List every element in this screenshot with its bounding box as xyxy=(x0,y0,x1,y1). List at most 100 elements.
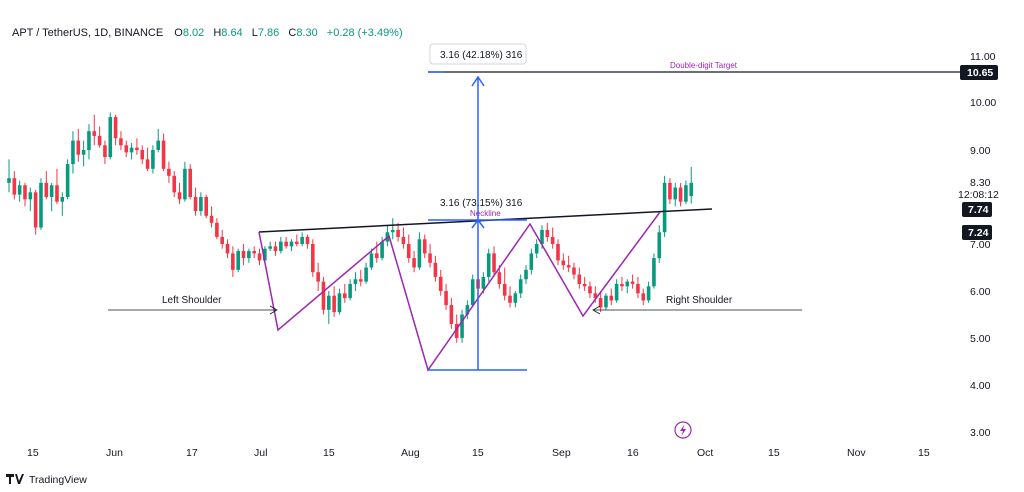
tradingview-logo[interactable]: TradingView xyxy=(6,474,87,486)
candle-down[interactable] xyxy=(241,251,246,259)
candle-down[interactable] xyxy=(566,265,571,268)
candle-down[interactable] xyxy=(550,236,555,244)
candle-down[interactable] xyxy=(396,229,400,237)
candle-up[interactable] xyxy=(268,246,272,249)
candle-down[interactable] xyxy=(401,236,406,244)
candle-up[interactable] xyxy=(348,283,352,299)
lightning-icon[interactable] xyxy=(674,421,692,439)
candle-up[interactable] xyxy=(524,269,528,280)
candle-up[interactable] xyxy=(540,229,544,244)
candle-down[interactable] xyxy=(188,168,193,197)
candle-down[interactable] xyxy=(358,279,363,282)
candle-up[interactable] xyxy=(236,251,240,270)
candle-up[interactable] xyxy=(364,267,368,282)
candle-up[interactable] xyxy=(417,239,422,268)
candle-up[interactable] xyxy=(662,182,667,233)
candle-down[interactable] xyxy=(124,145,129,153)
candle-up[interactable] xyxy=(460,314,464,339)
candle-down[interactable] xyxy=(428,253,432,263)
candle-down[interactable] xyxy=(497,272,502,284)
candle-up[interactable] xyxy=(17,185,22,195)
candle-down[interactable] xyxy=(44,182,49,197)
candle-up[interactable] xyxy=(534,244,539,254)
candle-up[interactable] xyxy=(465,305,470,315)
candle-up[interactable] xyxy=(470,279,475,306)
candle-down[interactable] xyxy=(252,251,256,254)
candle-down[interactable] xyxy=(620,283,624,287)
candle-down[interactable] xyxy=(204,197,209,216)
candle-down[interactable] xyxy=(406,244,411,259)
candle-down[interactable] xyxy=(76,140,81,155)
candle-up[interactable] xyxy=(108,117,113,158)
candle-down[interactable] xyxy=(316,272,320,282)
candle-down[interactable] xyxy=(636,283,640,294)
candle-down[interactable] xyxy=(167,168,171,176)
candle-up[interactable] xyxy=(380,241,384,259)
candle-down[interactable] xyxy=(588,286,592,294)
measure-tool[interactable] xyxy=(428,71,527,371)
candle-down[interactable] xyxy=(220,236,224,244)
candle-up[interactable] xyxy=(156,140,161,150)
candle-down[interactable] xyxy=(374,253,379,259)
candle-up[interactable] xyxy=(625,281,630,287)
candle-down[interactable] xyxy=(556,244,560,261)
candle-up[interactable] xyxy=(657,232,662,259)
candle-down[interactable] xyxy=(113,117,118,139)
candle-up[interactable] xyxy=(337,293,342,313)
candle-up[interactable] xyxy=(263,248,267,261)
candle-up[interactable] xyxy=(486,253,491,277)
candle-up[interactable] xyxy=(183,168,187,200)
candle-up[interactable] xyxy=(518,279,523,294)
candle-down[interactable] xyxy=(119,138,123,146)
candle-up[interactable] xyxy=(646,286,651,301)
candle-down[interactable] xyxy=(678,187,683,202)
candle-down[interactable] xyxy=(454,323,459,338)
candle-down[interactable] xyxy=(225,244,230,254)
candle-down[interactable] xyxy=(508,295,512,303)
candle-down[interactable] xyxy=(561,260,566,266)
candle-down[interactable] xyxy=(577,274,582,284)
candle-down[interactable] xyxy=(630,281,635,284)
candle-up[interactable] xyxy=(604,295,608,308)
candle-up[interactable] xyxy=(369,253,374,268)
candle-down[interactable] xyxy=(295,241,299,244)
candle-up[interactable] xyxy=(673,187,678,200)
candle-down[interactable] xyxy=(668,182,672,200)
candle-up[interactable] xyxy=(529,253,534,270)
candle-down[interactable] xyxy=(33,192,38,228)
candle-up[interactable] xyxy=(71,140,75,165)
candle-down[interactable] xyxy=(412,258,416,268)
candle-up[interactable] xyxy=(39,182,43,228)
candle-down[interactable] xyxy=(609,295,614,301)
candle-up[interactable] xyxy=(513,293,518,303)
candle-down[interactable] xyxy=(593,293,598,299)
candle-down[interactable] xyxy=(572,267,576,275)
candle-down[interactable] xyxy=(55,185,59,202)
candle-down[interactable] xyxy=(92,131,97,136)
candle-down[interactable] xyxy=(582,283,587,287)
candle-down[interactable] xyxy=(172,175,177,193)
candle-down[interactable] xyxy=(177,192,182,200)
candle-down[interactable] xyxy=(598,298,603,308)
candle-down[interactable] xyxy=(641,293,646,301)
candle-up[interactable] xyxy=(684,185,688,202)
candle-down[interactable] xyxy=(215,222,219,237)
candle-down[interactable] xyxy=(257,253,262,261)
candle-up[interactable] xyxy=(481,276,486,289)
candle-up[interactable] xyxy=(247,251,251,259)
candle-down[interactable] xyxy=(273,246,278,252)
candle-down[interactable] xyxy=(332,295,336,313)
time-axis[interactable]: 15 Jun 17 Jul 15 Aug 15 Sep 16 Oct 15 No… xyxy=(27,447,930,459)
candle-up[interactable] xyxy=(129,147,134,153)
candle-down[interactable] xyxy=(97,135,102,146)
candle-down[interactable] xyxy=(140,150,145,160)
candle-up[interactable] xyxy=(353,279,358,284)
candle-down[interactable] xyxy=(449,305,454,324)
candle-up[interactable] xyxy=(65,164,70,197)
candle-down[interactable] xyxy=(321,281,326,310)
candle-up[interactable] xyxy=(28,192,33,200)
candle-up[interactable] xyxy=(300,236,304,244)
candle-up[interactable] xyxy=(60,197,65,202)
candle-down[interactable] xyxy=(438,276,443,291)
